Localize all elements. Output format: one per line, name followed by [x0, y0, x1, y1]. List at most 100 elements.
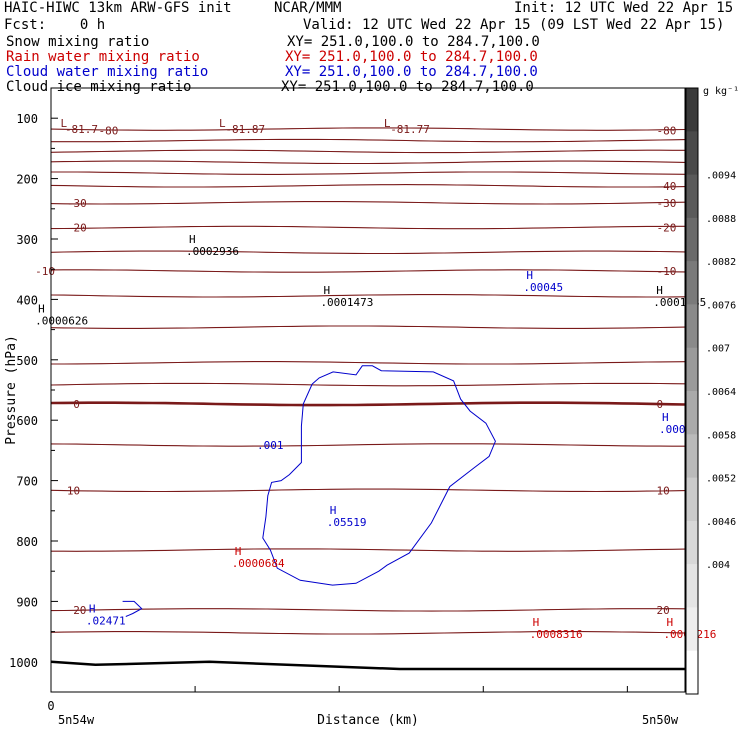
temperature-label: 20: [73, 604, 86, 617]
extremum-marker: H: [656, 284, 663, 297]
forecast-hour: Fcst: 0 h: [4, 17, 106, 33]
y-tick-label: 600: [16, 414, 38, 428]
extremum-value: .0000626: [35, 314, 88, 327]
temperature-label: 10: [67, 484, 80, 497]
temperature-label-right: 20: [656, 604, 669, 617]
field-cloud-water-name: Cloud water mixing ratio: [6, 64, 209, 80]
extremum-value: .00045: [523, 281, 563, 294]
field-rain-name: Rain water mixing ratio: [6, 49, 200, 65]
cloud-water-contour-small: [122, 600, 143, 617]
temperature-label-right: 10: [656, 484, 669, 497]
temperature-label-right: -30: [656, 197, 676, 210]
colorbar-swatch: [686, 607, 698, 652]
x-end-label-right: 5n50w: [642, 713, 679, 727]
field-cloud-ice-xy: XY= 251.0,100.0 to 284.7,100.0: [281, 79, 534, 95]
colorbar-tick-label: .004: [706, 560, 730, 571]
isotherm-line: [50, 269, 686, 273]
y-tick-label: 200: [16, 173, 38, 187]
temperature-label: -81.7: [65, 123, 98, 136]
extremum-value: .0001473: [320, 296, 373, 309]
extremum-marker: H: [662, 411, 669, 424]
temperature-label: -20: [67, 222, 87, 235]
isotherm-line: [51, 171, 686, 175]
y-tick-label: 1000: [9, 656, 38, 670]
isotherm-line: [50, 250, 686, 255]
isotherm-line: [50, 160, 686, 165]
extremum-marker: H: [89, 603, 96, 616]
colorbar-swatch: [686, 434, 698, 479]
isotherm-line: [50, 608, 686, 612]
field-snow-name: Snow mixing ratio: [6, 34, 150, 50]
colorbar: g kg⁻¹ .0094 .0088 .0082 .0076 .007 .0064 .0058…: [685, 86, 739, 695]
terrain-surface: [50, 660, 685, 671]
colorbar-swatch: [686, 88, 698, 132]
isotherm-line: [50, 488, 686, 493]
y-tick-label: 800: [16, 535, 38, 549]
valid-time: Valid: 12 UTC Wed 22 Apr 15 (09 LST Wed …: [303, 17, 725, 33]
temperature-label-right: -10: [656, 265, 676, 278]
temperature-label-right: 0: [656, 398, 663, 411]
temperature-label: -81.77: [390, 123, 430, 136]
cloud-water-contour: [262, 365, 496, 586]
colorbar-swatch: [686, 347, 698, 392]
temperature-label: L: [384, 117, 391, 130]
y-tick-label: 900: [16, 595, 38, 609]
temperature-label-right: -40: [656, 180, 676, 193]
field-cloud-ice-name: Cloud ice mixing ratio: [6, 79, 192, 95]
temperature-label: -80: [99, 124, 119, 137]
colorbar-swatch: [686, 477, 698, 522]
colorbar-tick-label: .0058: [706, 430, 736, 441]
extremum-marker: H: [330, 504, 337, 517]
x-end-label-left: 5n54w: [58, 713, 95, 727]
y-tick-label: 300: [16, 233, 38, 247]
y-tick-label: 700: [16, 475, 38, 489]
colorbar-tick-label: .0082: [706, 257, 736, 268]
colorbar-swatch: [686, 650, 698, 695]
temperature-label: L: [61, 117, 68, 130]
init-time: Init: 12 UTC Wed 22 Apr 15: [514, 0, 734, 16]
temperature-label-right: -80: [656, 124, 676, 137]
extremum-marker: H: [533, 616, 540, 629]
temperature-label: L: [219, 117, 226, 130]
x-axis-label: Distance (km): [317, 713, 419, 728]
y-tick-label: 100: [16, 112, 38, 126]
colorbar-tick-label: .0064: [706, 387, 736, 398]
colorbar-tick-label: .007: [706, 344, 730, 355]
model-title: HAIC-HIWC 13km ARW-GFS init: [4, 0, 232, 16]
colorbar-tick-label: .0046: [706, 517, 736, 528]
extremum-marker: H: [235, 545, 242, 558]
colorbar-swatch: [686, 174, 698, 219]
field-snow-xy: XY= 251.0,100.0 to 284.7,100.0: [287, 34, 540, 50]
y-tick-label: 400: [16, 293, 38, 307]
temperature-label: -81.87: [225, 123, 265, 136]
extremum-marker: H: [323, 284, 330, 297]
plot-frame: [50, 87, 686, 693]
isotherm-line: [50, 631, 686, 635]
field-rain-xy: XY= 251.0,100.0 to 284.7,100.0: [285, 49, 538, 65]
colorbar-swatch: [686, 520, 698, 565]
y-axis-label: Pressure (hPa): [4, 335, 19, 445]
extremum-marker: H: [189, 233, 196, 246]
cloud-water-contour-label: .001: [257, 439, 284, 452]
extremum-value: .02471: [86, 615, 126, 628]
isotherm-line: [50, 201, 686, 205]
extremum-value: .0008316: [530, 628, 583, 641]
colorbar-swatch: [686, 217, 698, 262]
isotherm-line: [50, 184, 686, 188]
isotherm-line: [50, 382, 686, 387]
extremum-marker: H: [38, 302, 45, 315]
colorbar-swatch: [686, 391, 698, 435]
isotherm-line: [50, 294, 686, 298]
colorbar-tick-label: .0094: [706, 171, 736, 182]
isotherm-line: [51, 548, 686, 552]
colorbar-frame: [685, 87, 699, 695]
center-name: NCAR/MMM: [274, 0, 342, 16]
extremum-marker: H: [666, 616, 673, 629]
y-tick-label: 500: [16, 354, 38, 368]
colorbar-swatch: [686, 304, 698, 349]
isotherm-line: [51, 361, 686, 365]
field-cloud-water-xy: XY= 251.0,100.0 to 284.7,100.0: [285, 64, 538, 80]
colorbar-swatch: [686, 131, 698, 176]
isotherm-line: [50, 443, 685, 447]
isotherm-line: [50, 225, 685, 230]
